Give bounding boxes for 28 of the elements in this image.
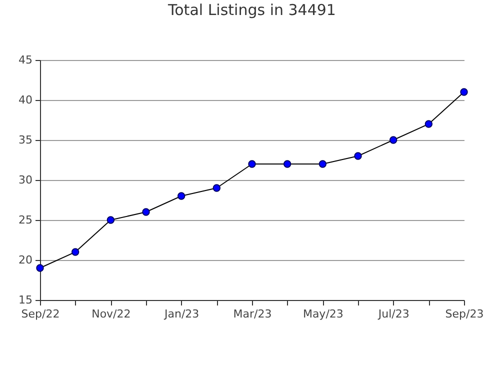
point xyxy=(71,248,80,256)
point xyxy=(36,264,44,272)
point xyxy=(248,160,256,168)
x-tick-label: Jan/23 xyxy=(163,308,200,320)
y-tick-label: 25 xyxy=(18,214,32,226)
point xyxy=(177,192,186,200)
point xyxy=(460,88,468,96)
point xyxy=(354,152,362,160)
point xyxy=(212,184,221,192)
y-tick-label: 30 xyxy=(18,174,32,186)
point xyxy=(318,160,327,168)
point xyxy=(106,216,115,224)
y-tick-label: 15 xyxy=(18,294,32,306)
y-tick-label: 40 xyxy=(18,94,32,106)
y-tick-label: 35 xyxy=(18,134,32,146)
point xyxy=(283,160,292,168)
x-tick-label: Mar/23 xyxy=(233,308,272,320)
y-tick-label: 20 xyxy=(18,254,32,266)
x-tick-label: Sep/23 xyxy=(445,308,484,320)
x-tick-label: Jul/23 xyxy=(377,308,410,320)
point xyxy=(142,208,150,216)
x-tick-label: Nov/22 xyxy=(92,308,131,320)
x-tick-label: Sep/22 xyxy=(21,308,60,320)
point xyxy=(424,120,433,128)
point xyxy=(389,136,398,144)
y-tick-label: 45 xyxy=(18,54,32,66)
chart-title: Total Listings in 34491 xyxy=(167,1,336,19)
x-tick-label: May/23 xyxy=(302,308,344,320)
